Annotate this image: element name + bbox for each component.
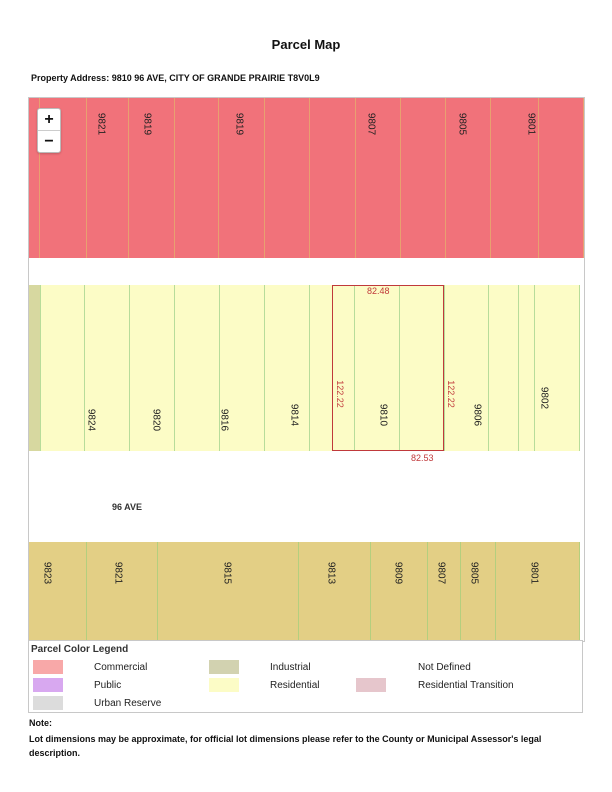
parcel-number: 9814 [288, 403, 300, 427]
parcel[interactable] [158, 542, 299, 641]
page-title: Parcel Map [271, 37, 341, 52]
parcel[interactable] [428, 542, 461, 641]
zoom-control: + − [37, 108, 61, 153]
legend-swatch-not-defined [356, 660, 386, 674]
parcel-number: 9823 [41, 561, 53, 585]
parcel-number: 9805 [468, 561, 480, 585]
parcel[interactable] [299, 542, 371, 641]
parcel[interactable] [535, 285, 580, 451]
dimension-bottom: 82.53 [411, 453, 434, 463]
parcel-number: 9802 [538, 386, 550, 410]
parcel[interactable] [491, 98, 539, 258]
parcel-number: 9819 [141, 112, 153, 136]
parcel[interactable] [461, 542, 496, 641]
legend-swatch-residential-transition [356, 678, 386, 692]
street-label: 96 AVE [112, 502, 143, 512]
parcel[interactable] [41, 285, 85, 451]
dimension-top: 82.48 [367, 286, 390, 296]
legend-swatch-industrial [209, 660, 239, 674]
parcel[interactable] [265, 98, 310, 258]
parcel[interactable] [220, 285, 265, 451]
parcel-number: 9801 [528, 561, 540, 585]
parcel-number: 9816 [218, 408, 230, 432]
parcel-number: 9824 [85, 408, 97, 432]
legend-label-industrial: Industrial [270, 662, 311, 673]
parcel-number: 9819 [233, 112, 245, 136]
legend-label-commercial: Commercial [94, 662, 148, 673]
legend-label-urban-reserve: Urban Reserve [94, 698, 162, 709]
parcel-number: 9809 [392, 561, 404, 585]
parcel-map[interactable]: 9821 9819 9819 9807 9805 9801 9824 9820 … [28, 97, 585, 642]
parcel[interactable] [29, 542, 87, 641]
parcel[interactable] [175, 98, 219, 258]
parcel-number: 9815 [221, 561, 233, 585]
parcel[interactable] [87, 542, 158, 641]
parcel-number: 9807 [365, 112, 377, 136]
parcel[interactable] [29, 285, 41, 451]
legend-label-residential: Residential [270, 680, 320, 691]
parcel[interactable] [371, 542, 428, 641]
parcel[interactable] [539, 98, 584, 258]
parcel-number: 9806 [471, 403, 483, 427]
parcel[interactable] [265, 285, 310, 451]
parcel-number: 9820 [150, 408, 162, 432]
parcel[interactable] [219, 98, 265, 258]
property-address: Property Address: 9810 96 AVE, CITY OF G… [31, 73, 320, 83]
legend-swatch-residential [209, 678, 239, 692]
legend-title: Parcel Color Legend [31, 644, 129, 655]
parcel-number: 9821 [95, 112, 107, 136]
parcel-row-bottom [29, 542, 580, 641]
parcel-row-residential [29, 285, 580, 451]
parcel[interactable] [87, 98, 129, 258]
parcel[interactable] [310, 98, 356, 258]
parcel-number: 9801 [525, 112, 537, 136]
legend-swatch-commercial [33, 660, 63, 674]
parcel[interactable] [519, 285, 535, 451]
parcel[interactable] [129, 98, 175, 258]
dimension-right: 122.22 [446, 380, 456, 408]
legend-label-not-defined: Not Defined [418, 662, 471, 673]
zoom-in-button[interactable]: + [44, 111, 54, 128]
zoom-out-button[interactable]: − [38, 130, 60, 152]
parcel-row-commercial [29, 98, 584, 258]
parcel[interactable] [355, 285, 400, 451]
note-text: Lot dimensions may be approximate, for o… [29, 734, 542, 758]
parcel-number: 9813 [325, 561, 337, 585]
parcel-number: 9805 [456, 112, 468, 136]
parcel[interactable] [130, 285, 175, 451]
legend-label-residential-transition: Residential Transition [418, 680, 514, 691]
parcel[interactable] [175, 285, 220, 451]
parcel[interactable] [489, 285, 519, 451]
dimension-left: 122.22 [335, 380, 345, 408]
legend-swatch-public [33, 678, 63, 692]
parcel[interactable] [85, 285, 130, 451]
selected-parcel-outline[interactable] [332, 285, 444, 451]
parcel-color-legend: Parcel Color Legend Commercial Industria… [28, 640, 583, 713]
legend-label-public: Public [94, 680, 122, 691]
parcel-number: 9807 [435, 561, 447, 585]
parcel[interactable] [445, 285, 489, 451]
parcel[interactable] [496, 542, 580, 641]
parcel[interactable] [400, 285, 445, 451]
legend-swatch-urban-reserve [33, 696, 63, 710]
parcel[interactable] [29, 98, 40, 258]
parcel[interactable] [356, 98, 401, 258]
parcel[interactable] [446, 98, 491, 258]
parcel[interactable] [401, 98, 446, 258]
parcel-number: 9821 [112, 561, 124, 585]
note-title: Note: [29, 718, 52, 728]
